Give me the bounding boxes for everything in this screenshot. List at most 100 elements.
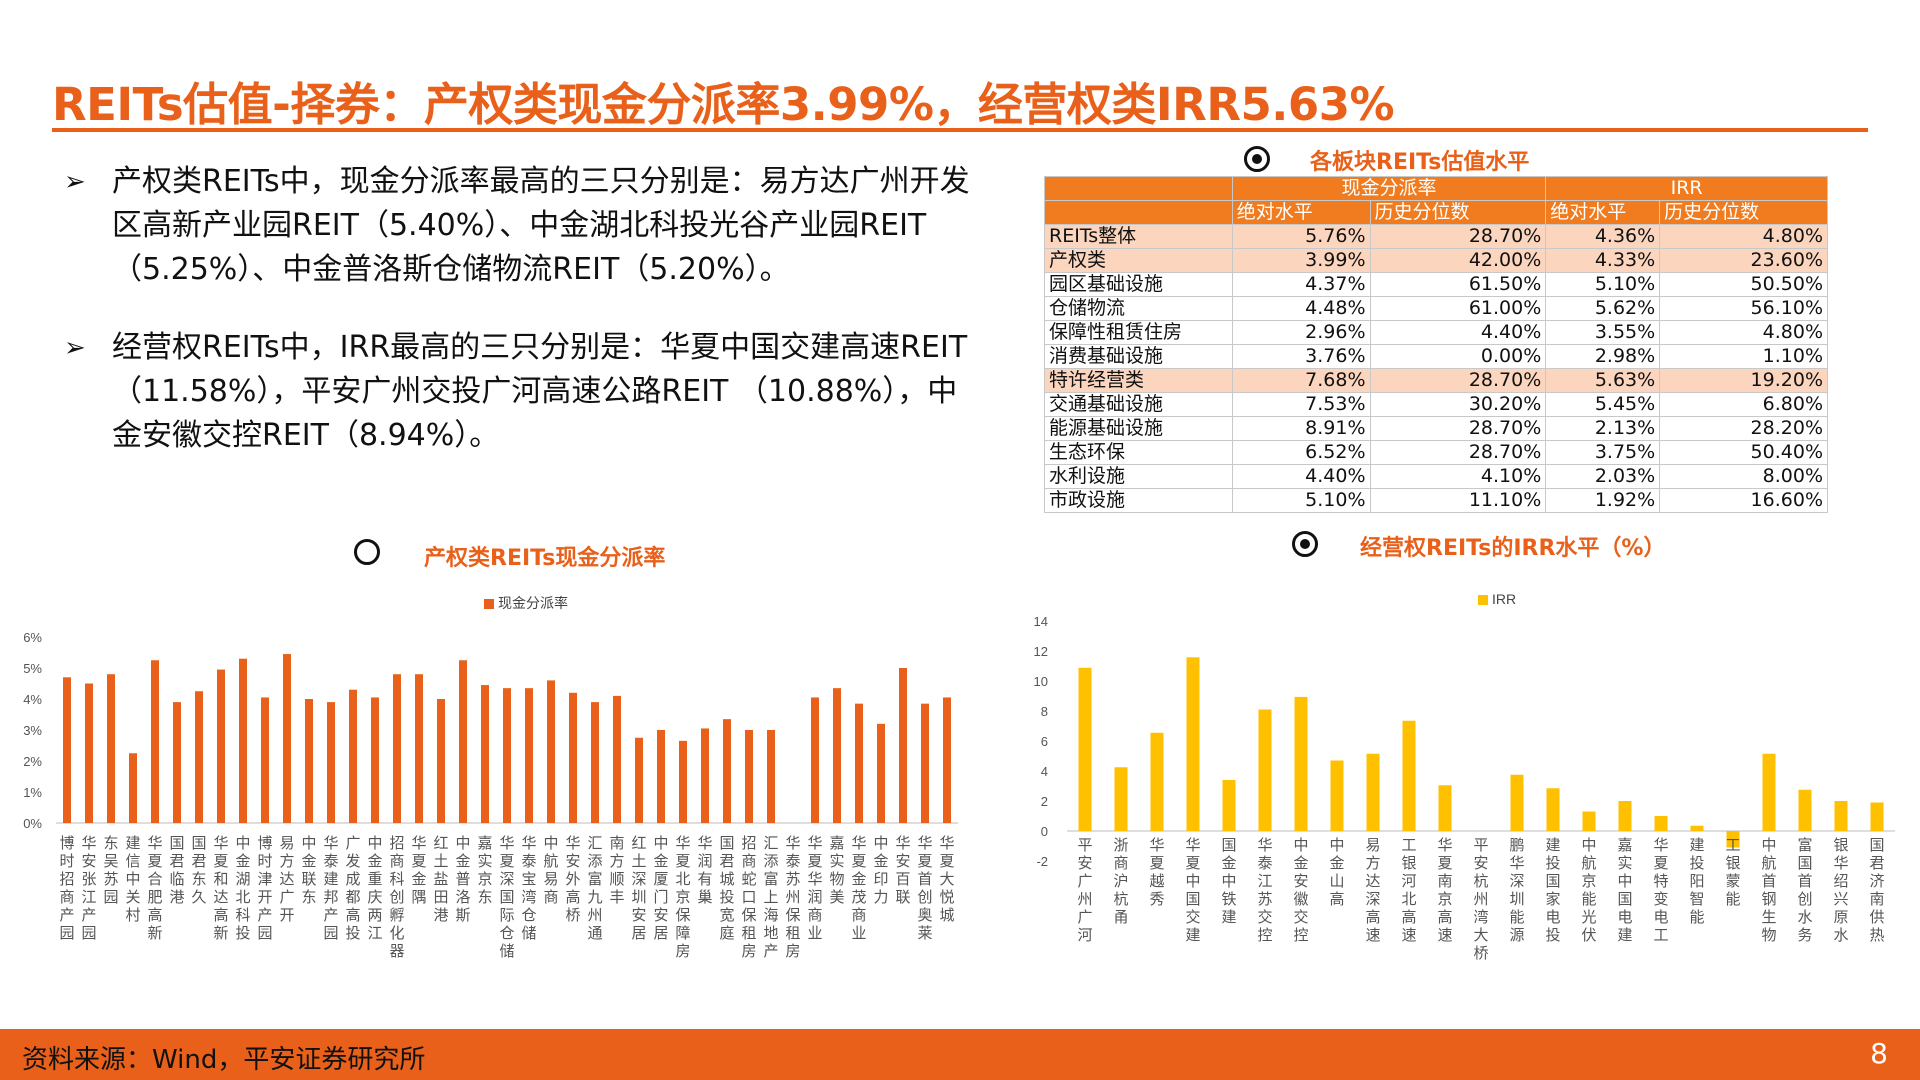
arrow-bullet-icon: ➢ — [64, 167, 86, 197]
bar — [877, 723, 885, 823]
table-cell: 28.70% — [1369, 368, 1547, 393]
page-title: REITs估值-择券：产权类现金分派率3.99%，经营权类IRR5.63% — [52, 78, 1395, 131]
target-bullet-icon — [1244, 146, 1270, 172]
table-cell: 7.53% — [1231, 392, 1371, 417]
x-tick-label: 中金安徽交控 — [1293, 836, 1308, 944]
table-cell: 28.20% — [1659, 416, 1828, 441]
table-cell: 3.76% — [1231, 344, 1371, 369]
y-tick-label: 1% — [23, 785, 42, 800]
table-cell: 19.20% — [1659, 368, 1828, 393]
y-tick-label: 10 — [1034, 674, 1048, 689]
bar — [349, 689, 357, 823]
x-tick-label: 工银河北高速 — [1401, 836, 1416, 944]
x-tick-label: 中航首钢生物 — [1761, 836, 1776, 944]
bar — [547, 680, 555, 823]
x-tick-label: 国君城投宽庭 — [719, 834, 734, 942]
table-cell: 1.92% — [1545, 488, 1661, 513]
table-cell: 5.45% — [1545, 392, 1661, 417]
table-corner — [1044, 200, 1233, 225]
bullet-item: ➢ 产权类REITs中，现金分派率最高的三只分别是：易方达广州开发区高新产业园R… — [64, 160, 984, 292]
row-label: 仓储物流 — [1044, 296, 1233, 321]
table-cell: 30.20% — [1369, 392, 1547, 417]
table-row: 产权类 3.99% 42.00% 4.33% 23.60% — [1044, 248, 1828, 273]
table-row: 交通基础设施 7.53% 30.20% 5.45% 6.80% — [1044, 392, 1828, 417]
bullet-text: 经营权REITs中，IRR最高的三只分别是：华夏中国交建高速REIT（11.58… — [112, 330, 968, 453]
target-bullet-icon — [1292, 531, 1318, 557]
x-tick-label: 华夏大悦城 — [939, 834, 954, 924]
x-tick-label: 招商蛇口保租房 — [741, 834, 756, 960]
x-tick-label: 浙商沪杭甬 — [1113, 836, 1128, 926]
chart-title-right: 经营权REITs的IRR水平（%） — [1360, 536, 1666, 561]
bar — [679, 740, 687, 823]
bar — [1438, 785, 1452, 831]
table-cell: 50.50% — [1659, 272, 1828, 297]
bar — [1186, 657, 1200, 831]
y-tick-label: 4 — [1041, 764, 1048, 779]
table-cell: 4.37% — [1231, 272, 1371, 297]
table-cell: 61.50% — [1369, 272, 1547, 297]
column-header: 历史分位数 — [1369, 200, 1547, 225]
table-row: 水利设施 4.40% 4.10% 2.03% 8.00% — [1044, 464, 1828, 489]
table-cell: 42.00% — [1369, 248, 1547, 273]
y-tick-label: 4% — [23, 692, 42, 707]
x-tick-label: 红土盐田港 — [433, 834, 448, 924]
bar — [1150, 732, 1164, 831]
x-tick-label: 易方达广开 — [279, 834, 294, 924]
x-tick-label: 中金重庆两江 — [367, 834, 382, 942]
bar — [1330, 760, 1344, 831]
bar — [503, 688, 511, 823]
y-tick-label: 8 — [1041, 704, 1048, 719]
bar — [701, 728, 709, 823]
bar — [481, 685, 489, 823]
row-label: 市政设施 — [1044, 488, 1233, 513]
table-cell: 4.33% — [1545, 248, 1661, 273]
circle-bullet-icon — [354, 539, 380, 565]
x-tick-label: 工银蒙能 — [1725, 836, 1740, 908]
bar — [85, 683, 93, 823]
x-tick-label: 华安外高桥 — [565, 834, 580, 924]
bar — [195, 691, 203, 823]
x-tick-label: 东吴苏园 — [103, 834, 118, 906]
bar — [1114, 767, 1128, 831]
group-header: 现金分派率 — [1231, 176, 1547, 201]
legend-swatch — [484, 599, 494, 609]
bar — [833, 688, 841, 823]
x-tick-label: 博时津开产园 — [257, 834, 272, 942]
bar — [635, 737, 643, 823]
arrow-bullet-icon: ➢ — [64, 333, 86, 363]
legend-label: 现金分派率 — [498, 595, 568, 611]
row-label: 水利设施 — [1044, 464, 1233, 489]
bar — [151, 660, 159, 823]
x-tick-label: 华泰江苏交控 — [1257, 836, 1272, 944]
bar — [811, 697, 819, 823]
table-row: 消费基础设施 3.76% 0.00% 2.98% 1.10% — [1044, 344, 1828, 369]
table-corner — [1044, 176, 1233, 201]
x-tick-label: 华夏和达高新 — [213, 834, 228, 942]
table-cell: 3.55% — [1545, 320, 1661, 345]
row-label: 产权类 — [1044, 248, 1233, 273]
bar — [525, 688, 533, 823]
source-note: 资料来源：Wind，平安证券研究所 — [22, 1045, 426, 1075]
bar — [1294, 696, 1308, 831]
bar — [1546, 788, 1560, 831]
x-tick-label: 华夏深国际仓储 — [499, 834, 514, 960]
x-tick-label: 华夏金隅 — [411, 834, 426, 906]
table-cell: 4.40% — [1369, 320, 1547, 345]
x-tick-label: 中航京能光伏 — [1581, 836, 1596, 944]
x-tick-label: 中金山高 — [1329, 836, 1344, 908]
x-tick-label: 华夏中国交建 — [1185, 836, 1200, 944]
x-tick-label: 中航易商 — [543, 834, 558, 906]
x-tick-label: 华夏南京高速 — [1437, 836, 1452, 944]
table-cell: 8.00% — [1659, 464, 1828, 489]
bar — [415, 674, 423, 823]
row-label: REITs整体 — [1044, 224, 1233, 249]
x-tick-label: 嘉实中国电建 — [1617, 836, 1632, 944]
x-tick-label: 嘉实京东 — [477, 834, 492, 906]
chart-title-left: 产权类REITs现金分派率 — [424, 546, 666, 571]
table-cell: 61.00% — [1369, 296, 1547, 321]
x-tick-label: 华夏特变电工 — [1653, 836, 1668, 944]
bar — [855, 703, 863, 823]
bar — [459, 660, 467, 823]
table-cell: 2.03% — [1545, 464, 1661, 489]
x-tick-label: 易方达深高速 — [1365, 836, 1380, 944]
